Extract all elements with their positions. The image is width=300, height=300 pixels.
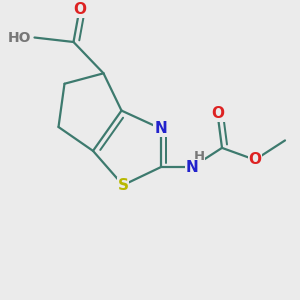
Text: O: O <box>211 106 224 121</box>
Text: HO: HO <box>8 31 32 44</box>
Text: S: S <box>118 178 128 193</box>
Text: O: O <box>73 2 86 17</box>
Text: N: N <box>154 121 167 136</box>
Text: H: H <box>194 150 205 163</box>
Text: N: N <box>186 160 198 175</box>
Text: O: O <box>248 152 262 167</box>
